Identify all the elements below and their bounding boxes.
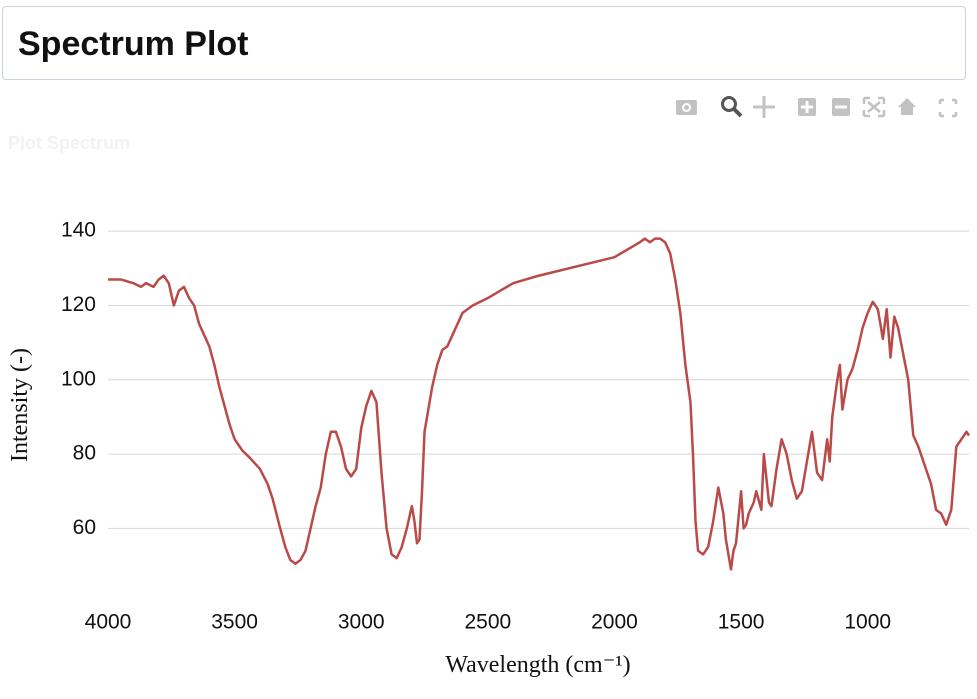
y-axis-title: Intensity (-) xyxy=(7,348,33,462)
reset-button[interactable] xyxy=(898,98,916,115)
panel-label: Plot Spectrum xyxy=(8,133,131,153)
x-tick-label: 2000 xyxy=(591,611,638,634)
zoom-button[interactable] xyxy=(721,96,743,118)
y-tick-label: 140 xyxy=(61,219,96,242)
y-tick-label: 60 xyxy=(73,516,96,539)
x-tick-label: 1000 xyxy=(844,611,891,634)
x-tick-label: 4000 xyxy=(85,611,132,634)
camera-button[interactable] xyxy=(676,100,697,115)
header: Spectrum Plot xyxy=(2,6,966,80)
pan-button[interactable] xyxy=(753,96,775,118)
toolbar xyxy=(676,96,958,118)
y-tick-label: 100 xyxy=(61,367,96,390)
fullscreen-button[interactable] xyxy=(938,98,958,118)
autoscale-button[interactable] xyxy=(862,96,886,118)
zoom-out-button[interactable] xyxy=(832,98,850,116)
x-tick-label: 1500 xyxy=(718,611,765,634)
zoom-in-button[interactable] xyxy=(798,98,816,116)
x-tick-label: 2500 xyxy=(464,611,511,634)
y-tick-label: 80 xyxy=(73,442,96,465)
x-tick-label: 3000 xyxy=(338,611,385,634)
x-axis-title: Wavelength (cm⁻¹) xyxy=(445,652,630,678)
page-title: Spectrum Plot xyxy=(18,25,249,63)
spectrum-line xyxy=(108,237,971,571)
x-tick-label: 3500 xyxy=(211,611,258,634)
y-tick-label: 120 xyxy=(61,293,96,316)
